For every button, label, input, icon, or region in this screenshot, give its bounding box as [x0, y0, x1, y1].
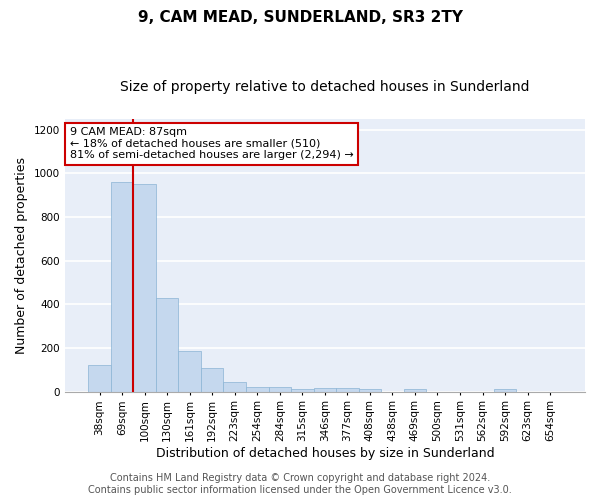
Bar — [494, 390, 516, 392]
Y-axis label: Number of detached properties: Number of detached properties — [15, 156, 28, 354]
Bar — [223, 382, 246, 392]
Bar — [111, 182, 133, 392]
Text: Contains HM Land Registry data © Crown copyright and database right 2024.
Contai: Contains HM Land Registry data © Crown c… — [88, 474, 512, 495]
Bar — [314, 388, 336, 392]
Bar — [291, 390, 314, 392]
Text: 9, CAM MEAD, SUNDERLAND, SR3 2TY: 9, CAM MEAD, SUNDERLAND, SR3 2TY — [137, 10, 463, 25]
Bar — [133, 184, 156, 392]
Bar — [336, 388, 359, 392]
Bar — [201, 368, 223, 392]
Title: Size of property relative to detached houses in Sunderland: Size of property relative to detached ho… — [120, 80, 530, 94]
Bar — [404, 390, 426, 392]
Text: 9 CAM MEAD: 87sqm
← 18% of detached houses are smaller (510)
81% of semi-detache: 9 CAM MEAD: 87sqm ← 18% of detached hous… — [70, 127, 353, 160]
Bar — [88, 366, 111, 392]
Bar — [359, 390, 381, 392]
Bar — [156, 298, 178, 392]
Bar — [178, 352, 201, 392]
Bar — [246, 388, 269, 392]
Bar — [269, 388, 291, 392]
X-axis label: Distribution of detached houses by size in Sunderland: Distribution of detached houses by size … — [155, 447, 494, 460]
